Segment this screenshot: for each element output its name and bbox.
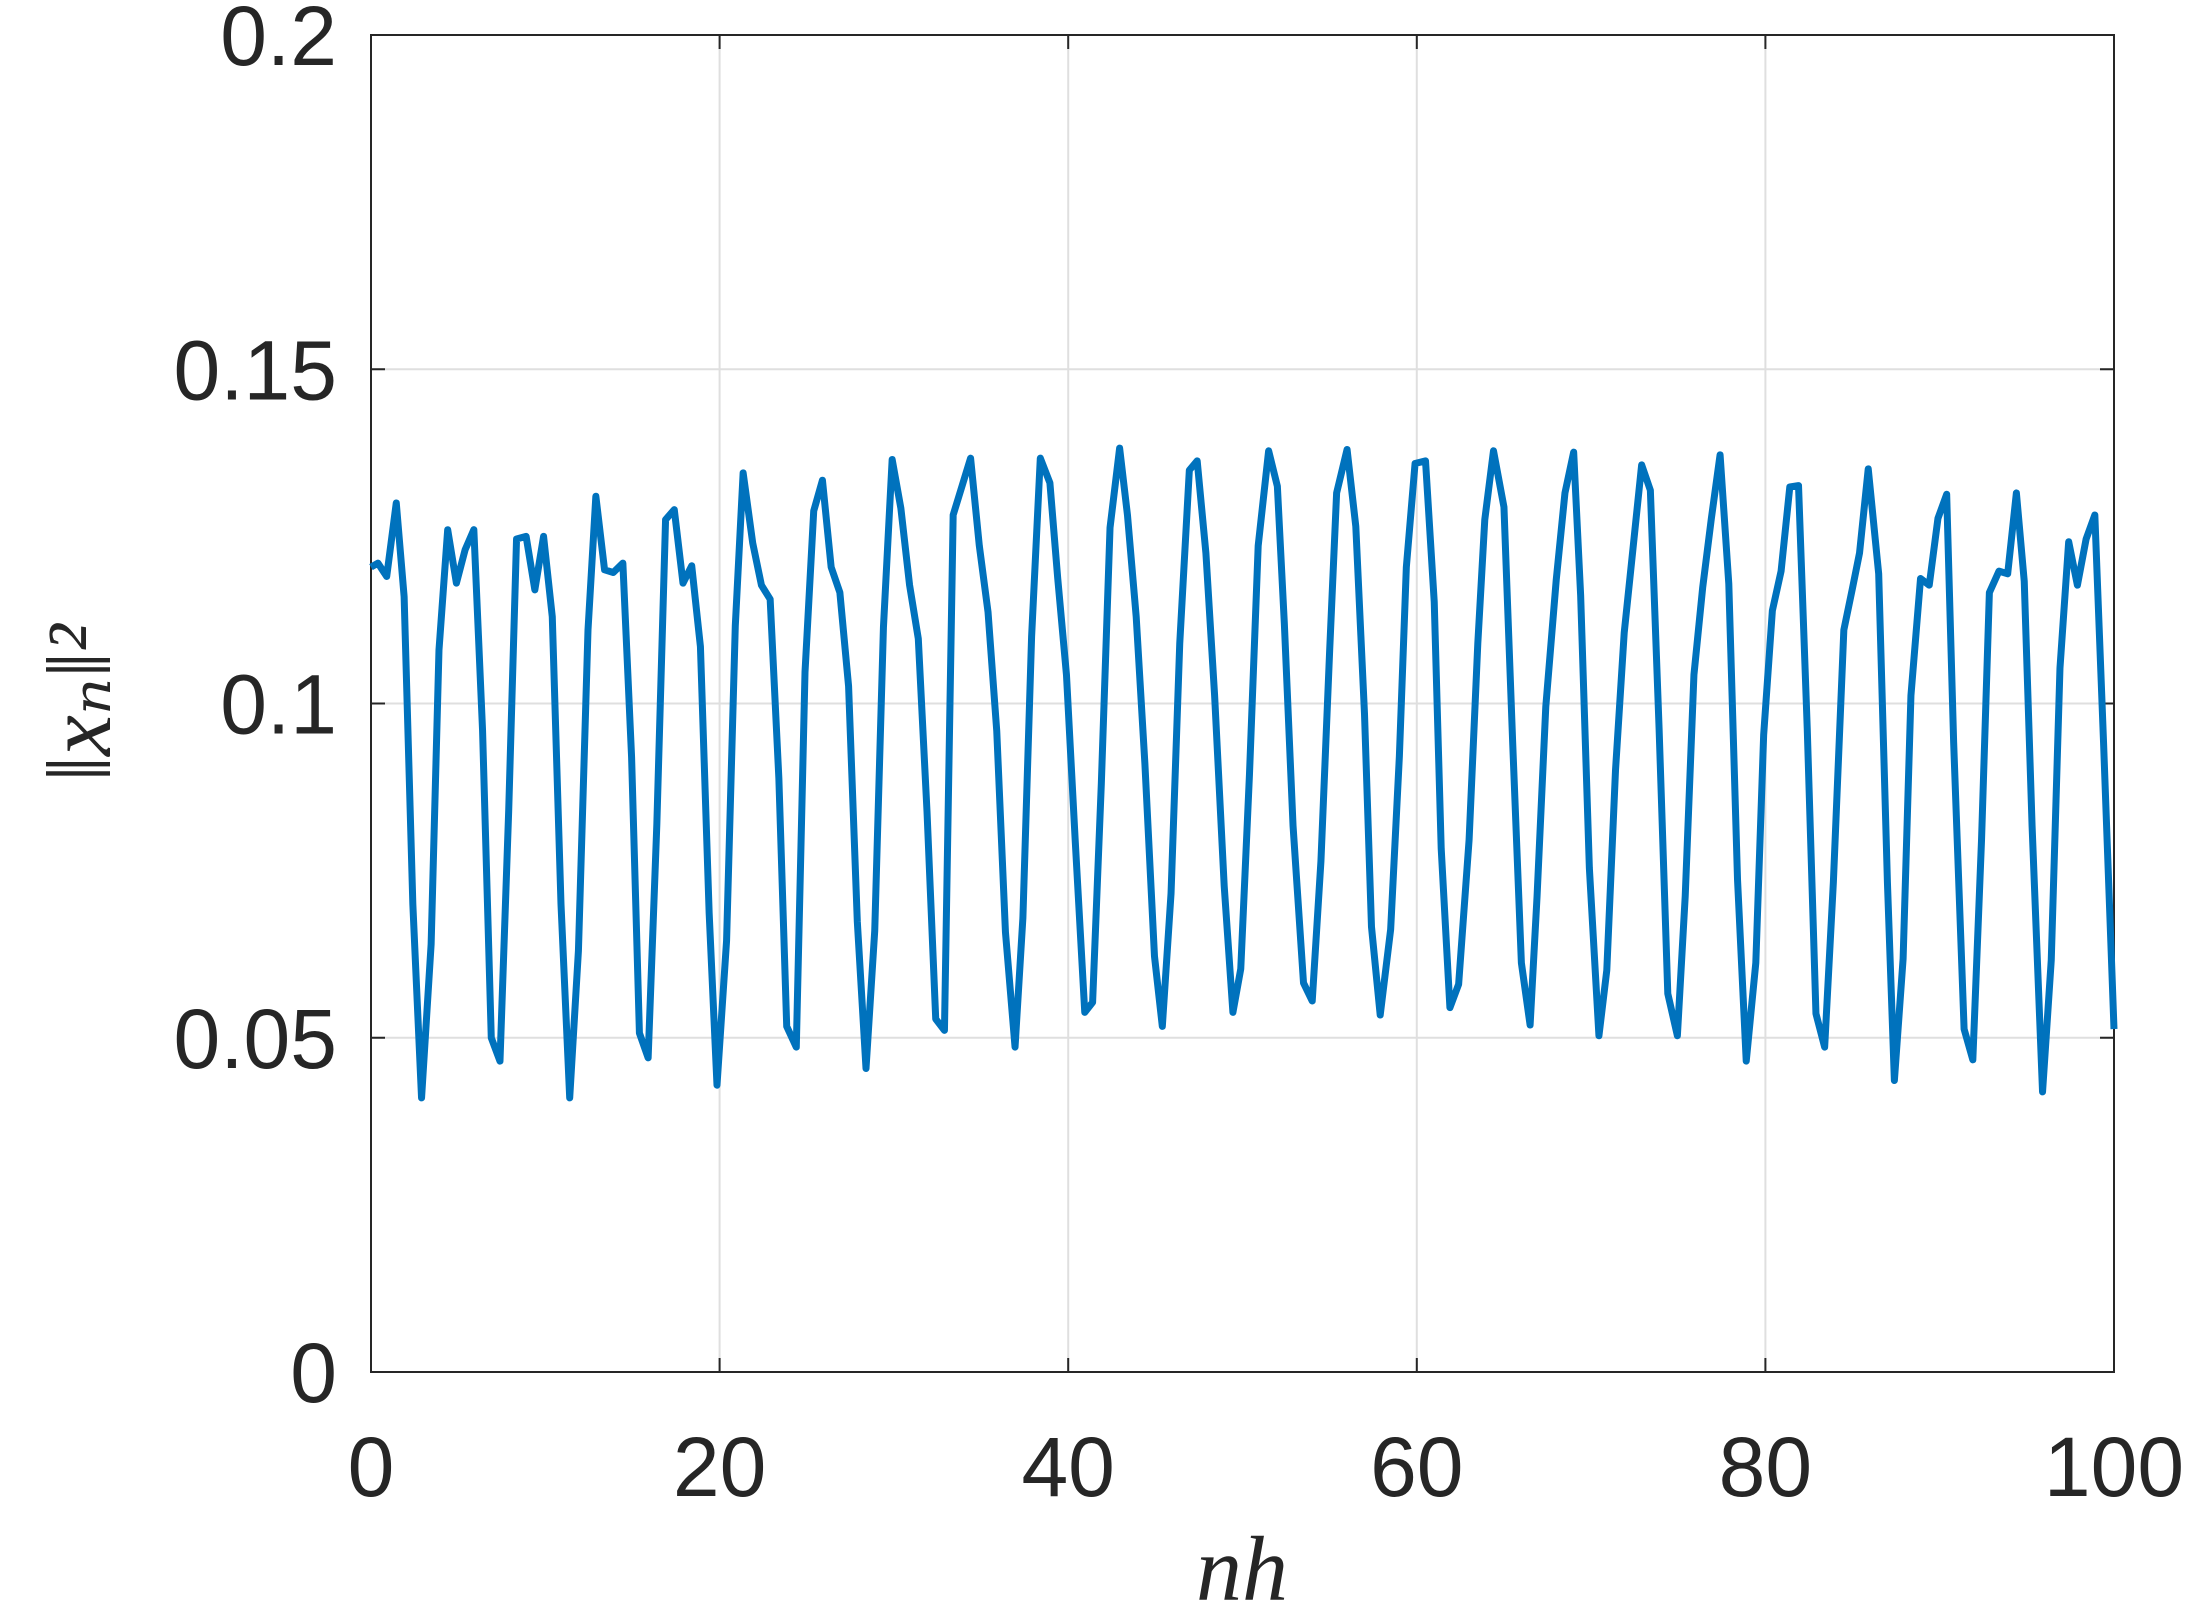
y-tick-label: 0 <box>290 1326 337 1420</box>
plot-frame <box>370 34 2115 1373</box>
y-tick-label: 0.1 <box>220 658 337 752</box>
x-tick-label: 0 <box>348 1420 395 1514</box>
x-tick-label: 40 <box>1021 1420 1114 1514</box>
x-tick-label: 20 <box>673 1420 766 1514</box>
y-tick-label: 0.05 <box>174 992 338 1086</box>
x-tick-label: 80 <box>1719 1420 1812 1514</box>
y-axis-label: ‖xₙ‖² <box>28 623 130 782</box>
x-tick-label: 60 <box>1370 1420 1463 1514</box>
x-tick-label: 100 <box>2044 1420 2184 1514</box>
x-axis-label: nh <box>1196 1518 1288 1620</box>
y-tick-label: 0.15 <box>174 323 338 417</box>
y-tick-label: 0.2 <box>220 0 337 83</box>
data-line <box>369 444 2118 1102</box>
